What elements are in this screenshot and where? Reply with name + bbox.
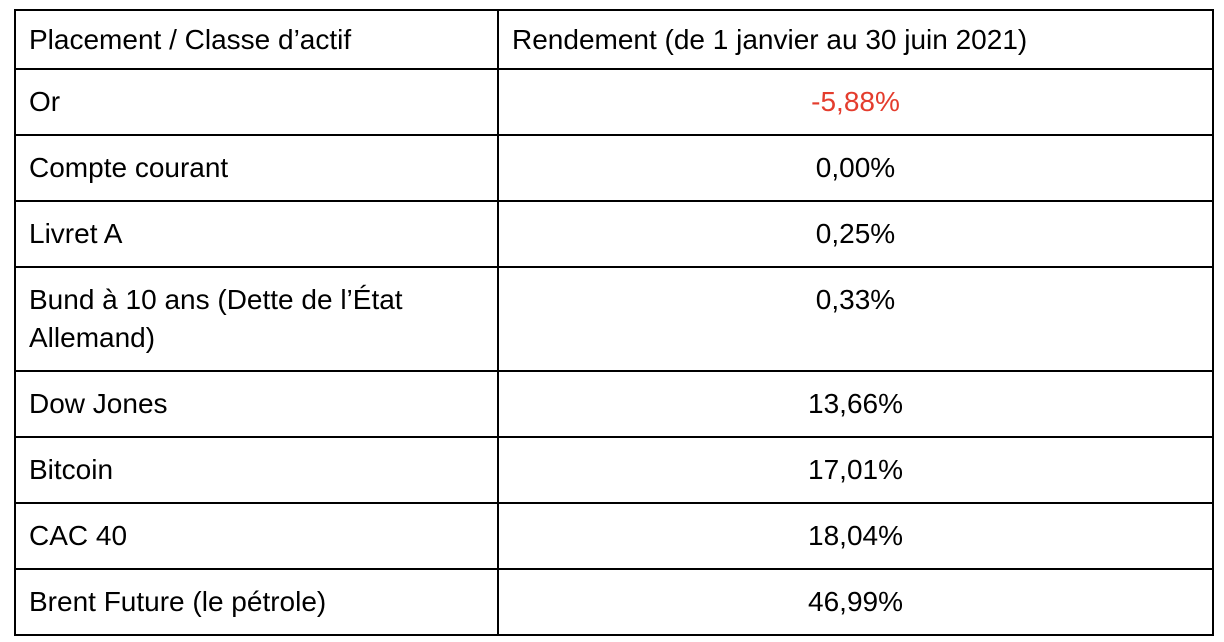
return-cell: 0,33% [497,266,1214,372]
asset-cell: Livret A [14,200,499,268]
asset-cell: Bund à 10 ans (Dette de l’État Allemand) [14,266,499,372]
return-cell: 13,66% [497,370,1214,438]
asset-cell: Brent Future (le pétrole) [14,568,499,636]
return-cell: 17,01% [497,436,1214,504]
table-row: Livret A 0,25% [14,200,1214,268]
table-row: Or -5,88% [14,68,1214,136]
return-cell: 0,25% [497,200,1214,268]
asset-cell: Compte courant [14,134,499,202]
asset-returns-table: Placement / Classe d’actif Rendement (de… [14,9,1214,636]
return-cell: 46,99% [497,568,1214,636]
table-row: CAC 40 18,04% [14,502,1214,570]
return-column-header: Rendement (de 1 janvier au 30 juin 2021) [497,9,1214,70]
asset-cell: Or [14,68,499,136]
asset-cell: Dow Jones [14,370,499,438]
table-row: Brent Future (le pétrole) 46,99% [14,568,1214,636]
return-cell: 18,04% [497,502,1214,570]
return-cell: -5,88% [497,68,1214,136]
table-header-row: Placement / Classe d’actif Rendement (de… [14,9,1214,70]
table-row: Bitcoin 17,01% [14,436,1214,504]
asset-cell: Bitcoin [14,436,499,504]
asset-cell: CAC 40 [14,502,499,570]
return-cell: 0,00% [497,134,1214,202]
asset-column-header: Placement / Classe d’actif [14,9,499,70]
table-row: Compte courant 0,00% [14,134,1214,202]
table-row: Bund à 10 ans (Dette de l’État Allemand)… [14,266,1214,372]
table-row: Dow Jones 13,66% [14,370,1214,438]
